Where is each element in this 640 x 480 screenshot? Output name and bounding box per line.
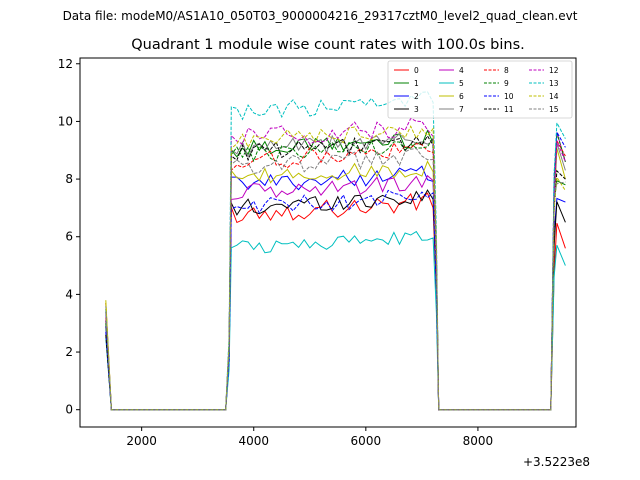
legend-label-10: 10	[504, 92, 514, 101]
series-line-12	[105, 117, 566, 411]
legend-label-6: 6	[459, 92, 464, 101]
x-tick-label: 2000	[126, 434, 157, 448]
x-tick-label: 4000	[238, 434, 269, 448]
x-tick-label: 8000	[463, 434, 494, 448]
series-line-5	[105, 230, 566, 411]
series-line-14	[105, 125, 566, 411]
legend-label-3: 3	[414, 105, 419, 114]
series-line-7	[105, 132, 566, 411]
legend-label-2: 2	[414, 92, 419, 101]
legend-label-15: 15	[549, 105, 559, 114]
plot-frame	[79, 57, 577, 428]
series-line-0	[105, 192, 566, 411]
legend-label-11: 11	[504, 105, 514, 114]
series-line-3	[105, 189, 566, 411]
plot-area	[79, 57, 577, 428]
figure-suptitle: Data file: modeM0/AS1A10_050T03_90000042…	[63, 9, 578, 23]
y-axis: 0 2 4 6 8 10 12	[58, 57, 80, 417]
y-tick-label: 10	[58, 114, 73, 128]
y-tick-label: 2	[65, 345, 73, 359]
legend-label-12: 12	[549, 66, 559, 75]
legend-label-5: 5	[459, 79, 464, 88]
series-line-9	[105, 132, 566, 411]
chart-title: Quadrant 1 module wise count rates with …	[131, 37, 525, 53]
y-tick-label: 4	[65, 287, 73, 301]
legend-box	[387, 60, 573, 119]
legend-label-7: 7	[459, 105, 464, 114]
y-tick-label: 8	[65, 172, 73, 186]
legend-label-4: 4	[459, 66, 464, 75]
series-line-8	[105, 138, 566, 411]
y-tick-label: 12	[58, 57, 73, 71]
series-line-11	[105, 135, 566, 411]
x-axis: 2000 4000 6000 8000	[126, 427, 493, 448]
x-offset-label: +3.5223e8	[523, 455, 590, 469]
legend-label-14: 14	[549, 92, 559, 101]
series-line-2	[105, 165, 566, 411]
x-tick-label: 6000	[351, 434, 382, 448]
legend-label-13: 13	[549, 79, 559, 88]
y-tick-label: 6	[65, 230, 73, 244]
series-line-10	[105, 130, 566, 411]
legend-label-8: 8	[504, 66, 509, 75]
series-line-1	[105, 129, 566, 411]
legend-label-9: 9	[504, 79, 509, 88]
series-line-15	[105, 147, 566, 411]
y-tick-label: 0	[65, 403, 73, 417]
legend-label-0: 0	[414, 66, 419, 75]
series-line-4	[105, 132, 566, 411]
series-line-13	[105, 91, 566, 411]
legend-label-1: 1	[414, 79, 419, 88]
